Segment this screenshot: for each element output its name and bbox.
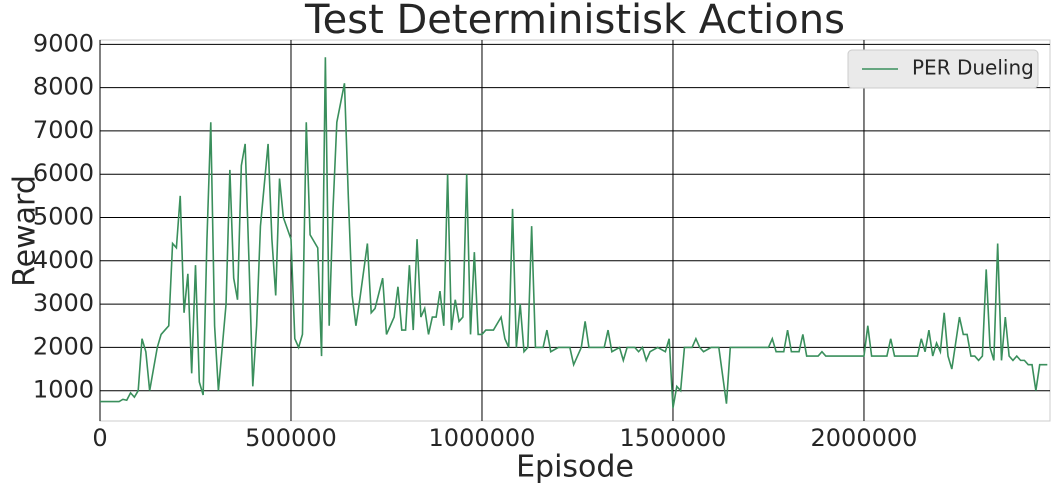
x-tick-label: 0 xyxy=(92,424,107,452)
y-tick-label: 1000 xyxy=(33,376,94,404)
x-tick-label: 1000000 xyxy=(429,424,536,452)
plot-area xyxy=(99,39,1051,422)
y-tick-label: 5000 xyxy=(33,203,94,231)
y-tick-label: 6000 xyxy=(33,159,94,187)
legend: PER Dueling xyxy=(847,49,1039,89)
data-line xyxy=(100,57,1048,409)
y-tick-label: 3000 xyxy=(33,289,94,317)
y-tick-label: 2000 xyxy=(33,332,94,360)
legend-box xyxy=(847,49,1039,89)
x-tick-label: 1500000 xyxy=(620,424,727,452)
y-tick-label: 9000 xyxy=(33,29,94,57)
y-tick-label: 8000 xyxy=(33,73,94,101)
x-axis-label: Episode xyxy=(516,450,634,485)
x-tick-label: 2000000 xyxy=(811,424,918,452)
y-tick-label: 4000 xyxy=(33,246,94,274)
legend-label: PER Dueling xyxy=(912,56,1034,80)
x-tick-label: 500000 xyxy=(245,424,337,452)
y-axis-label: Reward xyxy=(8,175,43,287)
chart-title: Test Deterministisk Actions xyxy=(304,0,845,43)
y-tick-label: 7000 xyxy=(33,116,94,144)
